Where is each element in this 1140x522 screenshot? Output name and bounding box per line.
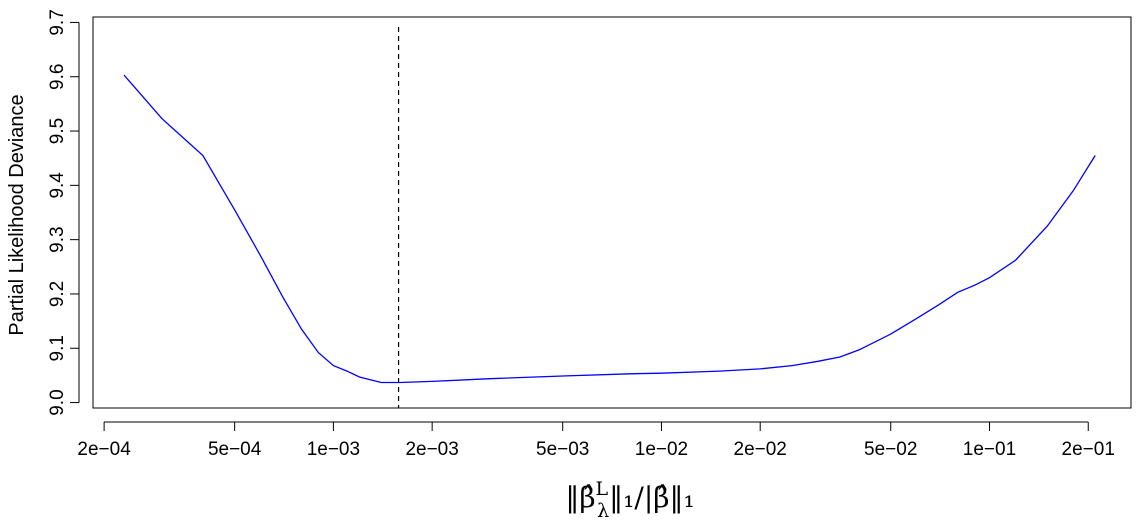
y-axis: 9.0 9.1 9.2 9.3 9.4 9.5 9.6 9.7	[47, 9, 80, 416]
x-axis-label: ‖β̂L λ‖₁/|β̂‖₁	[565, 478, 694, 522]
y-tick-label: 9.1	[47, 335, 68, 361]
y-axis-label: Partial Likelihood Deviance	[6, 94, 28, 335]
x-tick-label: 1e−03	[307, 439, 360, 460]
plot-frame	[92, 16, 1132, 409]
x-tick-label: 2e−03	[405, 439, 458, 460]
x-axis: 2e−04 5e−04 1e−03 2e−03 5e−03 1e−02 2e−02 5e−02…	[77, 421, 1115, 460]
x-tick-label: 2e−04	[77, 439, 131, 460]
x-tick-label: 2e−01	[1062, 439, 1115, 460]
x-tick-label: 5e−04	[208, 439, 262, 460]
x-tick-label: 5e−02	[864, 439, 917, 460]
y-tick-label: 9.2	[47, 281, 68, 307]
y-tick-label: 9.3	[47, 226, 68, 252]
x-tick-label: 1e−01	[963, 439, 1016, 460]
y-tick-label: 9.0	[47, 389, 68, 415]
y-tick-label: 9.6	[47, 64, 68, 90]
x-tick-label: 5e−03	[536, 439, 589, 460]
y-tick-label: 9.5	[47, 118, 68, 144]
series-line	[123, 74, 1096, 384]
x-tick-label: 2e−02	[734, 439, 787, 460]
y-tick-label: 9.7	[47, 9, 68, 35]
y-tick-label: 9.4	[47, 172, 68, 199]
x-tick-label: 1e−02	[635, 439, 688, 460]
